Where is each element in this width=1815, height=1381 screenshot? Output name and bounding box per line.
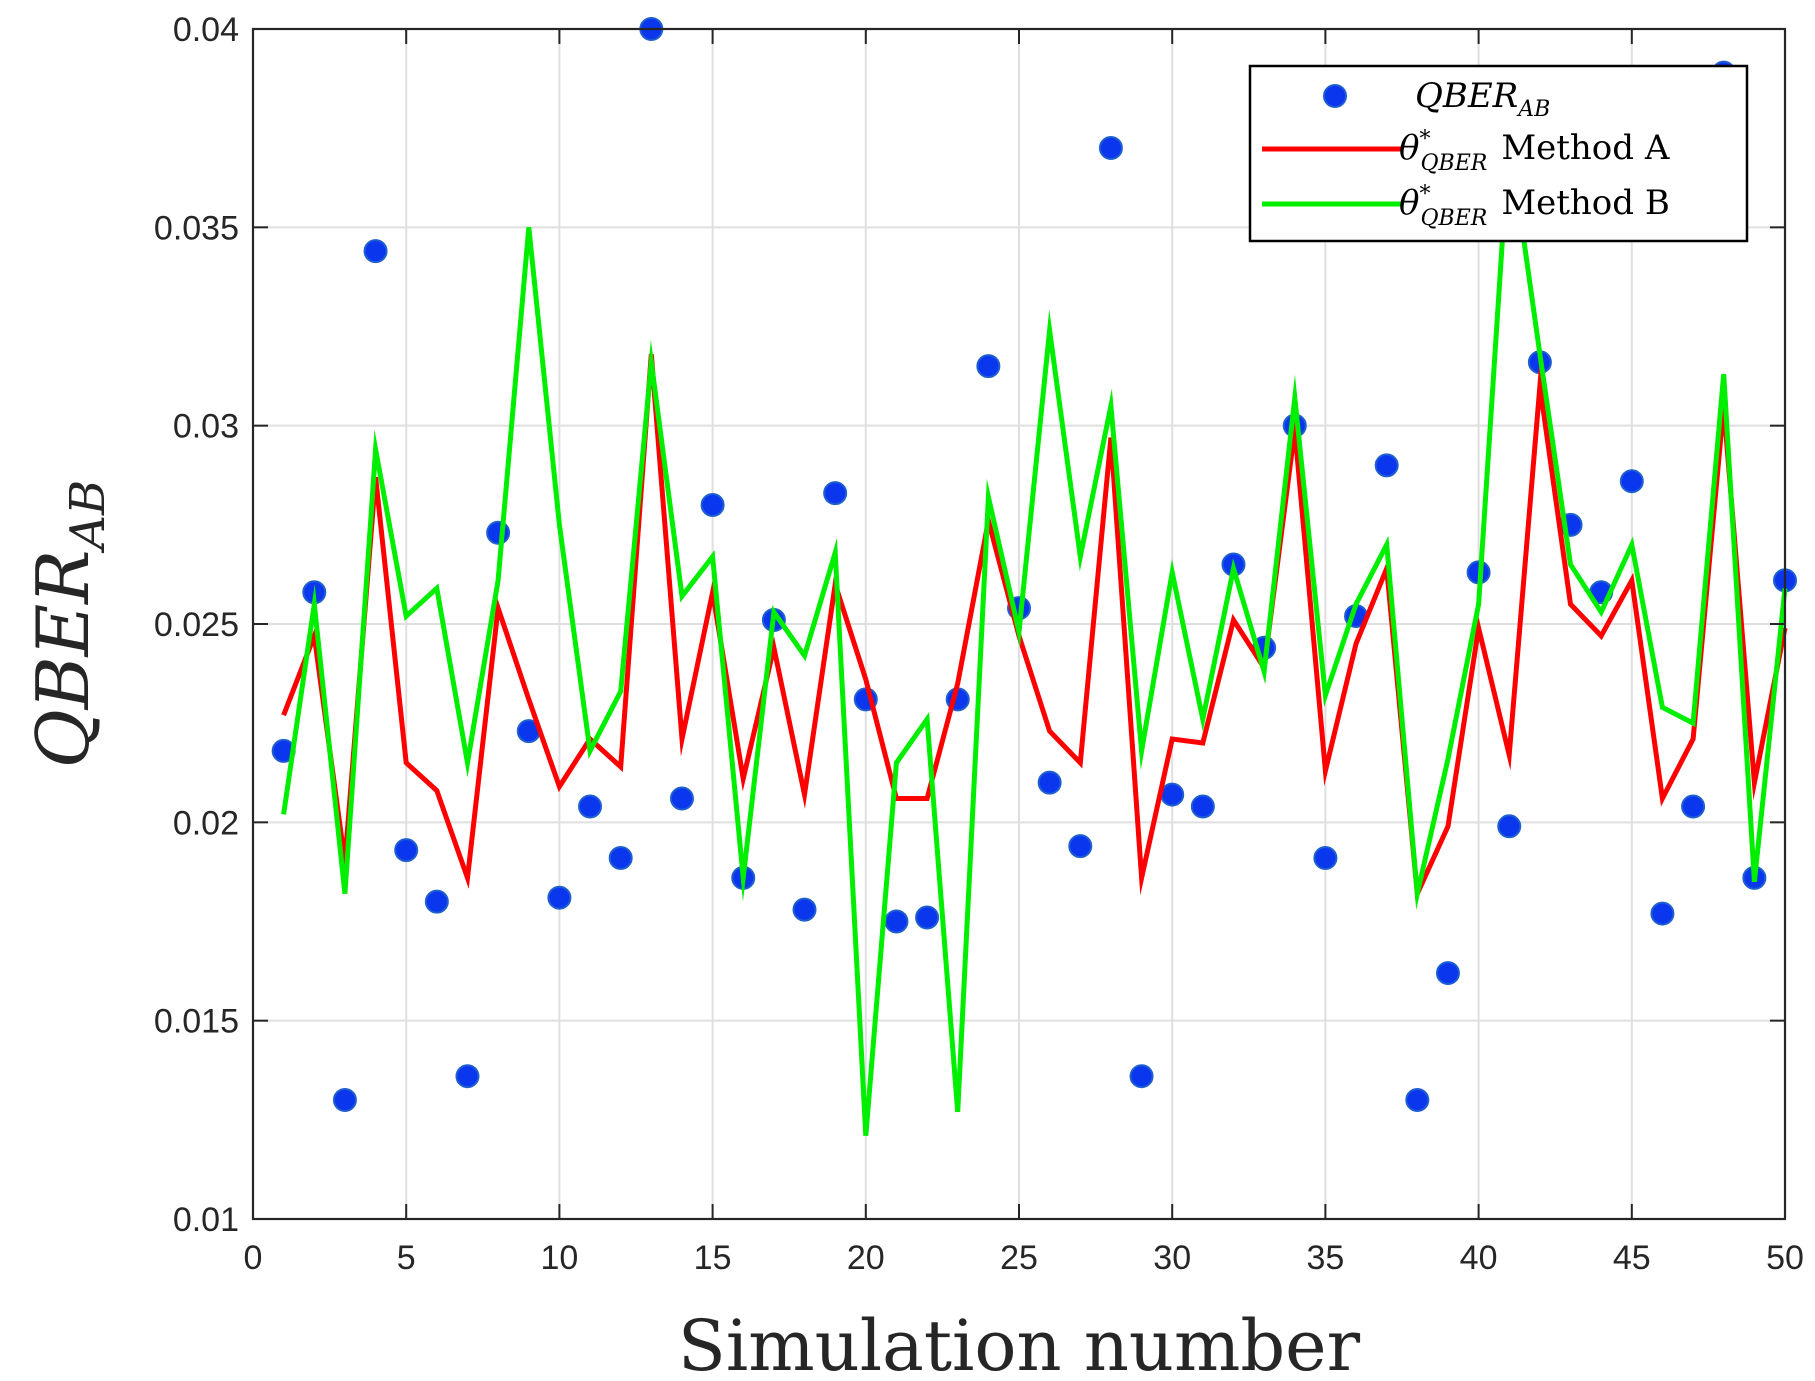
- x-tick-label: 40: [1460, 1239, 1498, 1277]
- scatter-point: [915, 905, 940, 930]
- scatter-point: [1650, 901, 1675, 926]
- series-line-method-a: [281, 354, 1788, 904]
- legend-label-method-a-text: Method A: [1501, 128, 1670, 168]
- scatter-point: [394, 838, 419, 863]
- legend-label-qber-sub: AB: [1516, 97, 1550, 122]
- scatter-point: [1435, 961, 1460, 986]
- scatter-point: [823, 481, 848, 506]
- y-tick-label: 0.035: [154, 209, 239, 247]
- scatter-point: [424, 889, 449, 914]
- scatter-point: [976, 354, 1001, 379]
- x-tick-label: 20: [847, 1239, 885, 1277]
- scatter-point: [1313, 846, 1338, 871]
- scatter-point: [1190, 794, 1215, 819]
- legend-label-method-a-sub: QBER: [1420, 151, 1487, 176]
- scatter-point: [1068, 834, 1093, 859]
- scatter-point: [1374, 453, 1399, 478]
- legend-label-method-b-sub: QBER: [1420, 206, 1487, 231]
- scatter-point: [547, 885, 572, 910]
- scatter-point: [486, 520, 511, 545]
- y-tick-label: 0.03: [173, 408, 239, 446]
- x-tick-label: 10: [540, 1239, 578, 1277]
- y-axis-title-sub: AB: [60, 480, 116, 554]
- legend: QBERAB θ* QBER Method A θ* QBER Method B: [1248, 64, 1749, 243]
- scatter-point: [1129, 1064, 1154, 1089]
- legend-label-method-b-star: *: [1419, 182, 1430, 207]
- scatter-point: [884, 909, 909, 934]
- x-axis-title: Simulation number: [678, 1305, 1361, 1381]
- legend-label-method-a: θ* QBER Method A: [1399, 127, 1670, 176]
- x-tick-label: 25: [1000, 1239, 1038, 1277]
- x-tick-label: 5: [397, 1239, 416, 1277]
- x-tick-label: 45: [1613, 1239, 1651, 1277]
- scatter-point: [1098, 136, 1123, 160]
- legend-label-method-b-text: Method B: [1501, 183, 1670, 223]
- y-axis-title: QBERAB: [21, 480, 116, 769]
- x-tick-label: 0: [244, 1239, 263, 1277]
- scatter-point: [363, 239, 388, 264]
- y-tick-label: 0.02: [173, 804, 239, 842]
- x-tick-label: 35: [1306, 1239, 1344, 1277]
- legend-label-method-a-theta: θ: [1399, 128, 1419, 168]
- legend-label-method-a-star: *: [1419, 127, 1430, 152]
- scatter-point: [608, 846, 633, 871]
- scatter-point: [455, 1064, 480, 1089]
- ticks: [252, 28, 1786, 1220]
- legend-label-qber-main: QBER: [1415, 76, 1518, 116]
- legend-marker-qber: [1323, 84, 1347, 108]
- x-tick-label: 50: [1766, 1239, 1804, 1277]
- scatter-point: [792, 897, 817, 922]
- y-tick-label: 0.04: [173, 11, 239, 49]
- y-tick-labels: 0.01 0.015 0.02 0.025 0.03 0.035 0.04: [154, 11, 239, 1239]
- scatter-point: [1037, 770, 1062, 795]
- y-tick-label: 0.025: [154, 606, 239, 644]
- x-tick-label: 15: [694, 1239, 732, 1277]
- legend-label-qber: QBERAB: [1415, 76, 1550, 122]
- y-tick-label: 0.01: [173, 1201, 239, 1239]
- series-line-method-b: [281, 111, 1788, 1136]
- y-tick-label: 0.015: [154, 1003, 239, 1041]
- scatter-point: [1160, 782, 1185, 807]
- legend-label-method-b: θ* QBER Method B: [1399, 182, 1670, 231]
- y-axis-title-main: QBER: [21, 550, 105, 769]
- series-layer: [271, 17, 1797, 1136]
- scatter-point: [700, 493, 725, 517]
- scatter-point: [1405, 1088, 1430, 1112]
- scatter-point: [578, 794, 603, 819]
- scatter-point: [332, 1088, 357, 1112]
- scatter-point: [1497, 814, 1522, 839]
- legend-label-method-b-theta: θ: [1399, 183, 1419, 223]
- scatter-point: [1619, 469, 1644, 494]
- scatter-point: [1681, 794, 1706, 819]
- x-tick-labels: 0 5 10 15 20 25 30 35 40 45 50: [244, 1239, 1804, 1277]
- x-tick-label: 30: [1153, 1239, 1191, 1277]
- scatter-point: [669, 786, 694, 811]
